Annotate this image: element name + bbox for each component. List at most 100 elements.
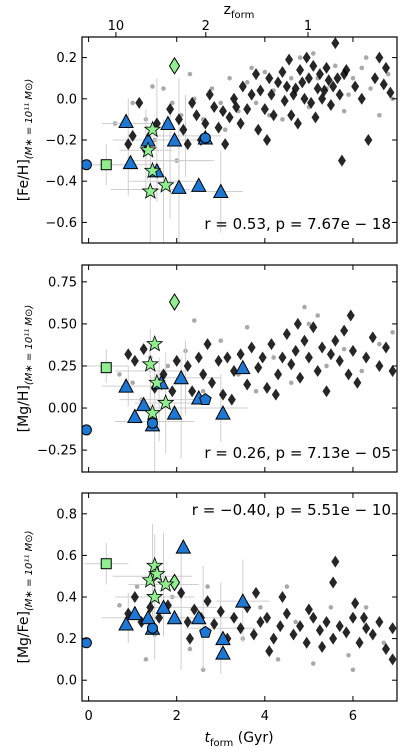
diamond-marker (207, 376, 216, 389)
diamond-marker (254, 123, 263, 136)
diamond-marker (260, 103, 269, 116)
grey-point (310, 51, 316, 56)
y-tick-label: 0.50 (48, 317, 77, 332)
diamond-marker (254, 361, 263, 374)
star-marker (146, 587, 164, 605)
grey-point (200, 388, 206, 394)
star-marker (146, 556, 164, 574)
grey-point (310, 661, 316, 666)
triangle-marker (118, 615, 134, 631)
diamond-marker (278, 591, 287, 603)
diamond-marker (179, 123, 188, 136)
diamond-marker (375, 359, 384, 372)
diamond-marker (300, 334, 309, 347)
grey-point (350, 75, 356, 81)
diamond-marker (315, 624, 324, 637)
triangle-marker (215, 405, 231, 420)
diamond-marker (335, 354, 344, 367)
diamond-marker (331, 37, 340, 50)
diamond-marker (152, 117, 161, 130)
diamond-marker (124, 138, 133, 151)
y-tick-label: 0.2 (56, 51, 77, 66)
diamond-marker (252, 68, 261, 81)
grey-point (262, 69, 268, 75)
diamond-marker (337, 154, 346, 167)
grey-point (187, 71, 193, 77)
diamond-marker (346, 309, 355, 322)
diamond-marker (329, 576, 338, 589)
diamond-marker (236, 622, 245, 635)
grey-point (187, 646, 193, 652)
diamond-marker (304, 351, 313, 364)
grey-point (266, 112, 272, 118)
y-tick-label: 0.75 (48, 275, 77, 290)
diamond-marker (357, 92, 366, 105)
diamond-marker (342, 63, 351, 76)
y-tick-label: −0.4 (45, 175, 77, 190)
diamond-marker (375, 51, 384, 64)
diamond-marker (128, 129, 137, 142)
diamond-marker (309, 611, 318, 624)
grey-point (249, 65, 254, 71)
diamond-marker (236, 117, 245, 130)
y-axis-label-sub: (M∗ = 10¹¹ M⊙) (24, 79, 35, 159)
y-tick-label: −0.25 (37, 444, 77, 459)
grey-point (218, 338, 224, 344)
diamond-marker (291, 82, 300, 95)
square-marker (100, 159, 112, 171)
diamond-marker (214, 121, 223, 134)
grey-point (150, 84, 155, 89)
diamond-marker (203, 338, 212, 351)
grey-point (385, 71, 391, 77)
diamond-marker (324, 74, 333, 87)
y-axis-label-sub: (M∗ = 10¹¹ M⊙) (24, 531, 35, 611)
diamond-marker (368, 628, 377, 641)
correlation-annotation: r = −0.40, p = 5.51e − 10 (192, 501, 391, 519)
diamond-marker (355, 636, 364, 649)
diamond-marker (293, 117, 302, 130)
star-marker (143, 120, 162, 138)
triangle-marker (118, 113, 134, 128)
x-tick-label: 2 (173, 709, 181, 724)
diamond-marker (329, 80, 338, 93)
plot-area (82, 37, 395, 243)
diamond-marker (174, 113, 183, 126)
diamond-marker (348, 611, 357, 624)
diamond-marker (278, 351, 287, 364)
diamond-marker (252, 586, 261, 599)
grey-point (302, 304, 307, 310)
y-axis-label-main: [Mg/H] (16, 385, 32, 432)
diamond-marker (296, 63, 305, 76)
diamond-marker (326, 348, 335, 361)
diamond-marker (194, 351, 203, 364)
diamond-marker (293, 317, 302, 330)
grey-point (161, 86, 166, 91)
diamond-marker (282, 607, 291, 620)
diamond-marker (247, 88, 256, 101)
grey-point (192, 318, 197, 323)
diamond-marker (379, 78, 388, 91)
y-tick-label: 0.25 (48, 359, 77, 374)
diamond-marker (205, 88, 214, 101)
diamond-marker (296, 371, 305, 384)
diamond-marker (124, 348, 133, 361)
diamond-marker (309, 321, 318, 334)
diamond-marker (381, 341, 390, 354)
diamond-marker (265, 72, 274, 85)
diamond-marker (351, 80, 360, 93)
grey-point (258, 605, 263, 610)
diamond-marker (335, 88, 344, 101)
diamond-marker (278, 66, 287, 79)
grey-point (284, 584, 290, 589)
diamond-marker (282, 80, 291, 93)
triangle-marker (160, 115, 176, 131)
grey-point (381, 640, 387, 646)
triangle-marker (118, 378, 134, 393)
plot-area (82, 293, 397, 472)
diamond-marker (291, 344, 300, 357)
diamond-marker (298, 76, 307, 89)
top-tick-label: 10 (108, 19, 125, 34)
diamond-marker (313, 82, 322, 95)
star-marker (141, 355, 159, 372)
y-tick-label: 0.0 (56, 92, 77, 107)
